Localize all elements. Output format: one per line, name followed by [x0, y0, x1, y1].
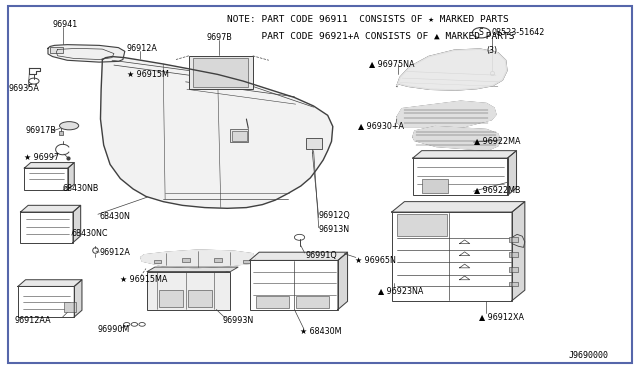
Text: 08523-51642: 08523-51642 — [492, 28, 545, 37]
Bar — [154, 260, 161, 263]
Polygon shape — [73, 205, 81, 243]
Text: 96913N: 96913N — [319, 225, 350, 234]
Polygon shape — [24, 163, 74, 168]
Bar — [306, 138, 322, 149]
Bar — [214, 258, 222, 262]
Text: ★ 96915M: ★ 96915M — [127, 70, 168, 79]
Bar — [392, 212, 512, 301]
Text: 68430N: 68430N — [99, 212, 130, 221]
Text: ★ 96965N: ★ 96965N — [355, 256, 396, 265]
Polygon shape — [250, 252, 348, 260]
Bar — [422, 179, 448, 193]
Text: 96990M: 96990M — [97, 325, 129, 334]
Polygon shape — [141, 250, 255, 268]
Polygon shape — [100, 57, 333, 208]
Text: 9697B: 9697B — [206, 33, 232, 42]
Text: ▲ 96930+A: ▲ 96930+A — [358, 121, 404, 130]
Polygon shape — [18, 280, 82, 286]
Text: 96941: 96941 — [52, 20, 77, 29]
Bar — [159, 290, 183, 307]
Text: ★ 96915MA: ★ 96915MA — [120, 275, 168, 283]
Bar — [50, 47, 63, 53]
Bar — [193, 58, 248, 87]
Bar — [250, 260, 338, 310]
Bar — [182, 258, 190, 262]
Text: NOTE: PART CODE 96911  CONSISTS OF ★ MARKED PARTS: NOTE: PART CODE 96911 CONSISTS OF ★ MARK… — [227, 15, 509, 24]
Bar — [509, 252, 518, 257]
Polygon shape — [413, 151, 516, 158]
Text: 96912AA: 96912AA — [14, 316, 51, 325]
Bar — [20, 212, 73, 243]
Bar — [24, 168, 68, 190]
Text: (3): (3) — [486, 46, 497, 55]
Text: ★ 68430M: ★ 68430M — [300, 327, 341, 336]
Bar — [18, 286, 74, 317]
Bar — [64, 302, 76, 312]
Text: ▲ 96975NA: ▲ 96975NA — [369, 59, 414, 68]
Polygon shape — [392, 202, 525, 212]
Text: S: S — [479, 28, 484, 37]
Bar — [413, 158, 508, 195]
Bar — [296, 296, 329, 308]
Bar — [256, 296, 289, 308]
Text: 96917B: 96917B — [26, 126, 56, 135]
Bar — [189, 56, 253, 89]
Text: ★ 96997: ★ 96997 — [24, 153, 60, 161]
Circle shape — [244, 128, 252, 132]
Bar — [188, 290, 212, 307]
Text: 96991Q: 96991Q — [306, 251, 338, 260]
Polygon shape — [20, 205, 81, 212]
Text: 96912Q: 96912Q — [319, 211, 351, 220]
Polygon shape — [48, 45, 125, 62]
Text: ▲ 96923NA: ▲ 96923NA — [378, 286, 423, 295]
Text: ▲ 96922MA: ▲ 96922MA — [474, 136, 520, 145]
Bar — [243, 260, 251, 263]
Bar — [230, 129, 248, 142]
Text: 96912A: 96912A — [99, 248, 130, 257]
Bar — [147, 272, 230, 310]
Ellipse shape — [60, 122, 79, 130]
Text: ▲ 96912XA: ▲ 96912XA — [479, 312, 524, 321]
Polygon shape — [397, 101, 496, 127]
Polygon shape — [68, 163, 74, 190]
Polygon shape — [508, 151, 516, 195]
Polygon shape — [74, 280, 82, 317]
Text: ▲ 96922MB: ▲ 96922MB — [474, 185, 520, 194]
Bar — [509, 267, 518, 272]
Polygon shape — [147, 267, 238, 272]
Polygon shape — [397, 49, 507, 90]
Polygon shape — [338, 252, 348, 310]
Text: PART CODE 96921+A CONSISTS OF ▲ MARKED PARTS: PART CODE 96921+A CONSISTS OF ▲ MARKED P… — [227, 32, 515, 41]
Text: 68430NC: 68430NC — [72, 229, 108, 238]
Bar — [397, 214, 447, 236]
Text: 68430NB: 68430NB — [63, 185, 99, 193]
Bar — [232, 131, 247, 141]
Bar — [509, 282, 518, 286]
Polygon shape — [512, 202, 525, 301]
Bar — [509, 237, 518, 242]
Text: 96912A: 96912A — [127, 44, 157, 53]
Text: 96935A: 96935A — [9, 84, 40, 93]
Text: J9690000: J9690000 — [569, 351, 609, 360]
Text: 96993N: 96993N — [223, 316, 254, 325]
Polygon shape — [413, 126, 500, 150]
